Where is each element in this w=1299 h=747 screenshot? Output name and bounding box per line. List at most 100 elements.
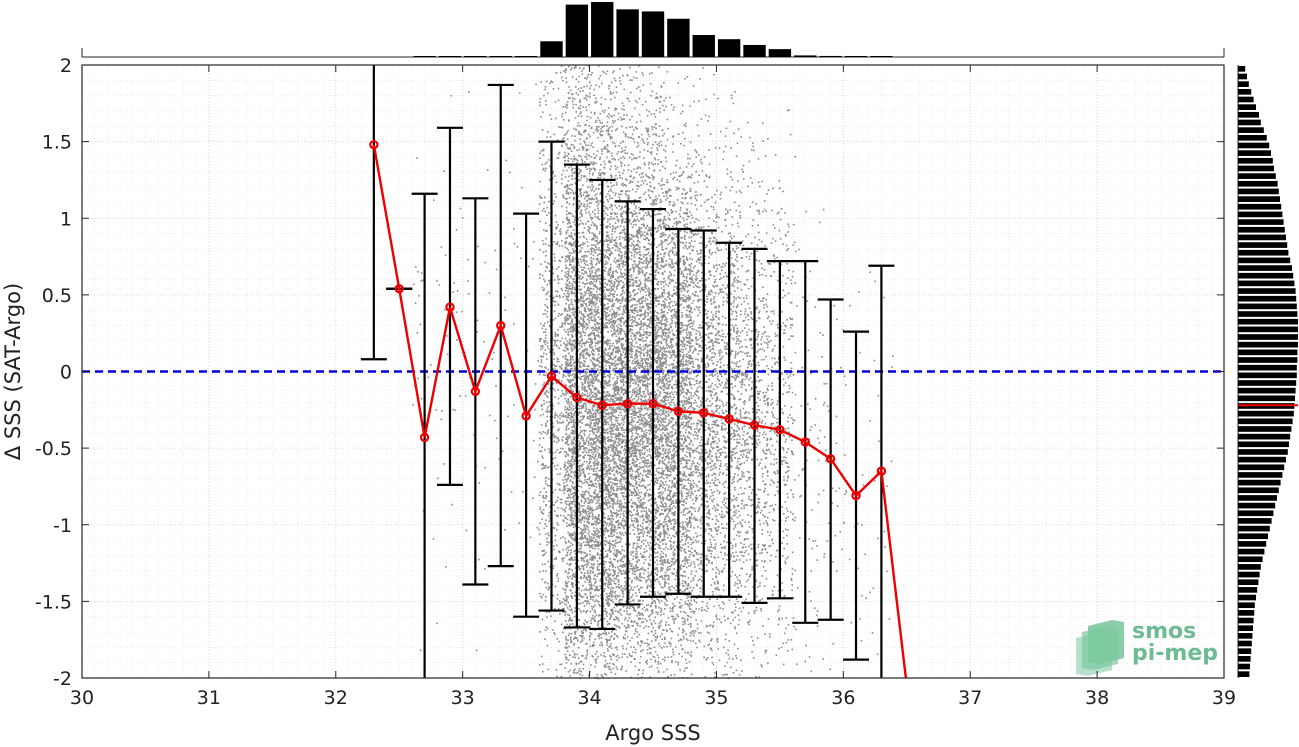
scatter-point	[569, 633, 571, 635]
scatter-point	[598, 210, 600, 212]
scatter-point	[565, 112, 567, 114]
scatter-point	[610, 99, 612, 101]
scatter-point	[610, 617, 612, 619]
scatter-point	[582, 483, 584, 485]
scatter-point	[564, 603, 566, 605]
scatter-point	[555, 340, 557, 342]
scatter-point	[534, 409, 536, 411]
scatter-point	[543, 497, 545, 499]
scatter-point	[578, 475, 580, 477]
scatter-point	[569, 285, 571, 287]
scatter-point	[436, 623, 438, 625]
scatter-point	[562, 139, 564, 141]
scatter-point	[580, 143, 582, 145]
scatter-point	[583, 205, 585, 207]
scatter-point	[567, 402, 569, 404]
scatter-point	[584, 161, 586, 163]
scatter-point	[576, 78, 578, 80]
scatter-point	[610, 600, 612, 602]
scatter-point	[542, 495, 544, 497]
scatter-point	[584, 255, 586, 257]
scatter-point	[592, 572, 594, 574]
scatter-point	[579, 635, 581, 637]
scatter-point	[557, 334, 559, 336]
scatter-point	[420, 324, 422, 326]
scatter-point	[583, 295, 585, 297]
right-hist-bar	[1238, 480, 1281, 486]
scatter-point	[583, 86, 585, 88]
scatter-point	[557, 594, 559, 596]
scatter-point	[573, 229, 575, 231]
scatter-point	[586, 178, 588, 180]
scatter-point	[587, 186, 589, 188]
scatter-point	[571, 416, 573, 418]
scatter-point	[561, 145, 563, 147]
right-hist-bar	[1238, 487, 1279, 493]
scatter-point	[571, 501, 573, 503]
scatter-point	[582, 160, 584, 162]
scatter-point	[578, 444, 580, 446]
right-hist-bar	[1238, 610, 1254, 616]
scatter-point	[612, 159, 614, 161]
scatter-point	[615, 249, 617, 251]
scatter-point	[608, 414, 610, 416]
scatter-point	[509, 172, 511, 174]
scatter-point	[580, 661, 582, 663]
scatter-point	[573, 501, 575, 503]
scatter-point	[590, 461, 592, 463]
scatter-point	[539, 249, 541, 251]
scatter-point	[567, 484, 569, 486]
scatter-point	[586, 518, 588, 520]
scatter-point	[559, 414, 561, 416]
right-hist-bar	[1238, 135, 1267, 141]
scatter-point	[596, 423, 598, 425]
scatter-point	[563, 608, 565, 610]
scatter-point	[595, 188, 597, 190]
scatter-point	[564, 317, 566, 319]
scatter-point	[571, 293, 573, 295]
scatter-point	[612, 601, 614, 603]
scatter-point	[589, 155, 591, 157]
scatter-point	[421, 398, 423, 400]
scatter-point	[571, 190, 573, 192]
scatter-point	[581, 655, 583, 657]
scatter-point	[572, 278, 574, 280]
scatter-point	[569, 264, 571, 266]
scatter-point	[578, 663, 580, 665]
scatter-point	[579, 435, 581, 437]
scatter-point	[546, 81, 548, 83]
scatter-point	[564, 614, 566, 616]
scatter-point	[570, 501, 572, 503]
scatter-point	[580, 486, 582, 488]
scatter-point	[578, 448, 580, 450]
scatter-point	[578, 589, 580, 591]
scatter-point	[570, 494, 572, 496]
scatter-point	[572, 370, 574, 372]
scatter-point	[586, 298, 588, 300]
scatter-point	[577, 160, 579, 162]
scatter-point	[586, 424, 588, 426]
right-hist-bar	[1238, 595, 1256, 601]
scatter-point	[579, 300, 581, 302]
scatter-point	[557, 389, 559, 391]
scatter-point	[569, 261, 571, 263]
scatter-point	[614, 143, 616, 145]
scatter-point	[604, 666, 606, 668]
scatter-point	[543, 202, 545, 204]
scatter-point	[568, 86, 570, 88]
scatter-point	[564, 247, 566, 249]
scatter-point	[570, 355, 572, 357]
scatter-point	[562, 393, 564, 395]
scatter-point	[572, 612, 574, 614]
scatter-point	[581, 261, 583, 263]
scatter-point	[556, 500, 558, 502]
scatter-point	[573, 215, 575, 217]
scatter-point	[596, 658, 598, 660]
scatter-point	[565, 338, 567, 340]
scatter-point	[574, 346, 576, 348]
scatter-point	[557, 464, 559, 466]
scatter-point	[591, 295, 593, 297]
right-hist-bar	[1238, 395, 1295, 401]
scatter-point	[571, 320, 573, 322]
scatter-point	[614, 624, 616, 626]
